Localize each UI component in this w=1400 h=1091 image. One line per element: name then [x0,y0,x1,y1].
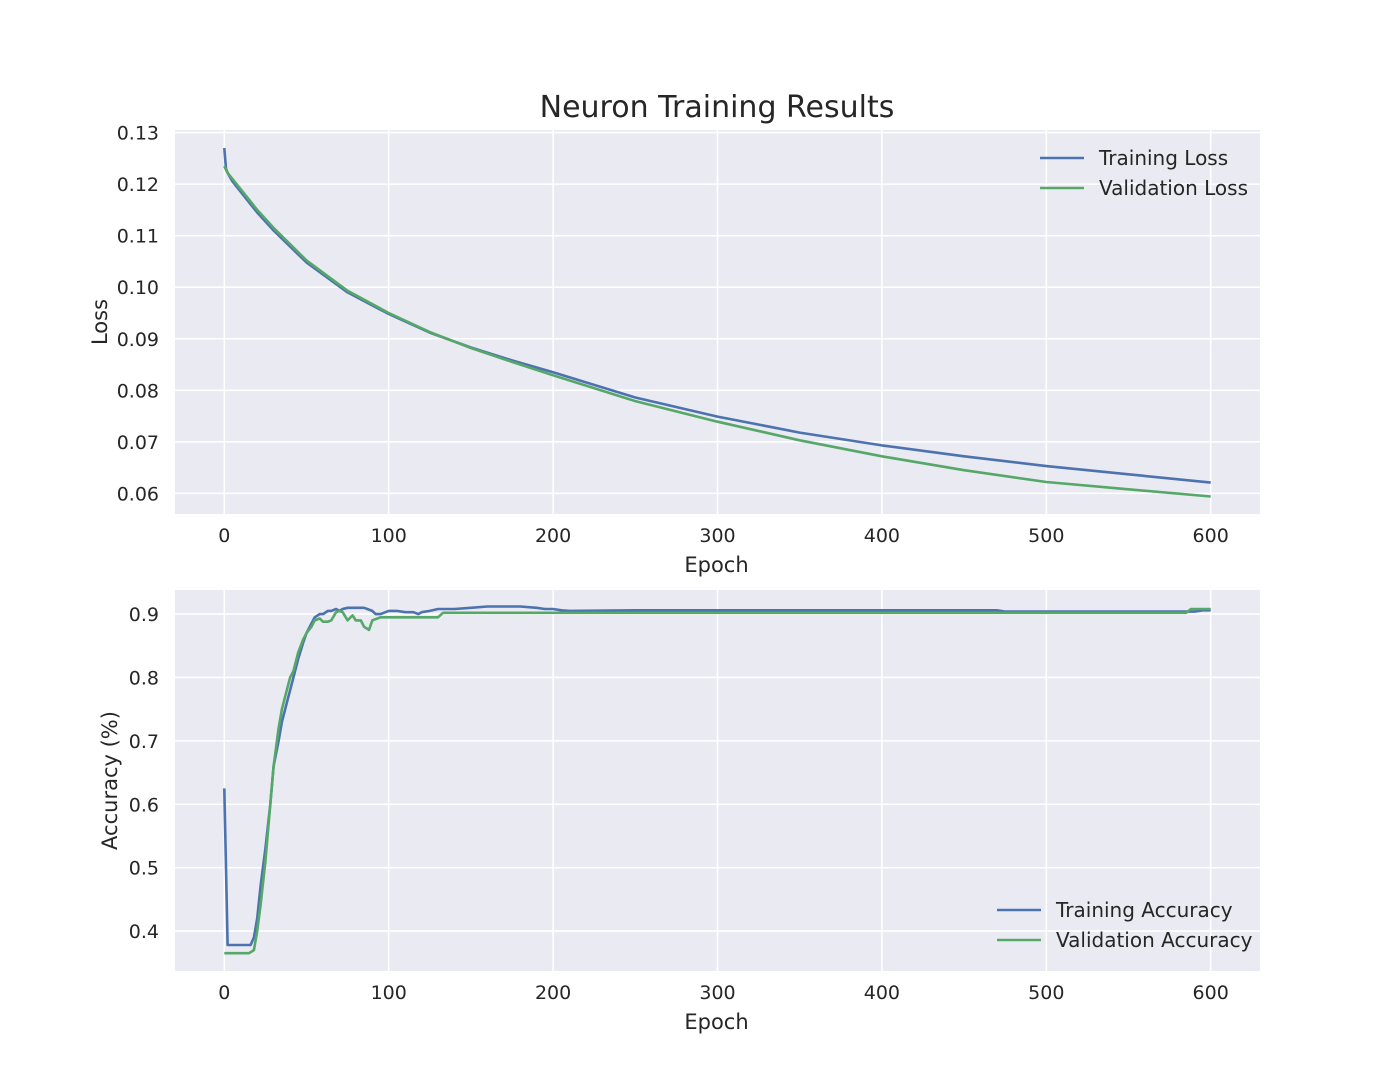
y-tick-label: 0.9 [129,604,159,626]
x-tick-label: 200 [535,525,571,547]
x-tick-label: 400 [864,982,900,1004]
accuracy-chart: 0 100 200 300 400 500 600 0.4 0.5 0.6 0.7 0.8 0.9 Epo… [98,590,1260,1034]
y-tick-label: 0.5 [129,858,159,880]
legend: Training Accuracy Validation Accuracy [997,898,1253,952]
x-tick-label: 400 [864,525,900,547]
y-tick-label: 0.08 [117,380,159,402]
x-tick-label: 300 [699,525,735,547]
y-axis-label: Loss [88,299,112,345]
y-tick-label: 0.11 [117,226,159,248]
series-line-validation-loss [223,165,1211,498]
series-line-validation-accuracy [224,607,1211,955]
y-tick-label: 0.4 [129,921,159,943]
legend-label: Training Loss [1098,146,1228,170]
y-tick-label: 0.13 [117,123,159,145]
legend-label: Training Accuracy [1055,898,1233,922]
y-axis-label: Accuracy (%) [98,711,122,850]
legend-label: Validation Accuracy [1056,928,1253,952]
y-tick-label: 0.7 [129,731,159,753]
x-axis-label: Epoch [684,1010,748,1034]
x-tick-label: 100 [371,525,407,547]
legend: Training Loss Validation Loss [1040,146,1248,200]
y-tick-label: 0.6 [129,794,159,816]
x-tick-label: 300 [699,982,735,1004]
y-tick-label: 0.09 [117,329,159,351]
x-tick-label: 0 [218,982,230,1004]
x-tick-label: 600 [1193,525,1229,547]
legend-label: Validation Loss [1099,176,1248,200]
y-tick-label: 0.8 [129,667,159,689]
x-tick-label: 100 [371,982,407,1004]
chart-title: Neuron Training Results [540,90,895,125]
x-tick-label: 600 [1193,982,1229,1004]
y-tick-label: 0.10 [117,277,159,299]
x-tick-label: 0 [218,525,230,547]
x-axis-label: Epoch [684,553,748,577]
y-tick-label: 0.06 [117,483,159,505]
x-tick-label: 500 [1028,525,1064,547]
x-tick-label: 200 [535,982,571,1004]
y-tick-label: 0.12 [117,174,159,196]
y-tick-label: 0.07 [117,432,159,454]
loss-chart: 0 100 200 300 400 500 600 0.06 0.07 0.08 0.09 0.10 0… [88,123,1260,577]
x-tick-label: 500 [1028,982,1064,1004]
